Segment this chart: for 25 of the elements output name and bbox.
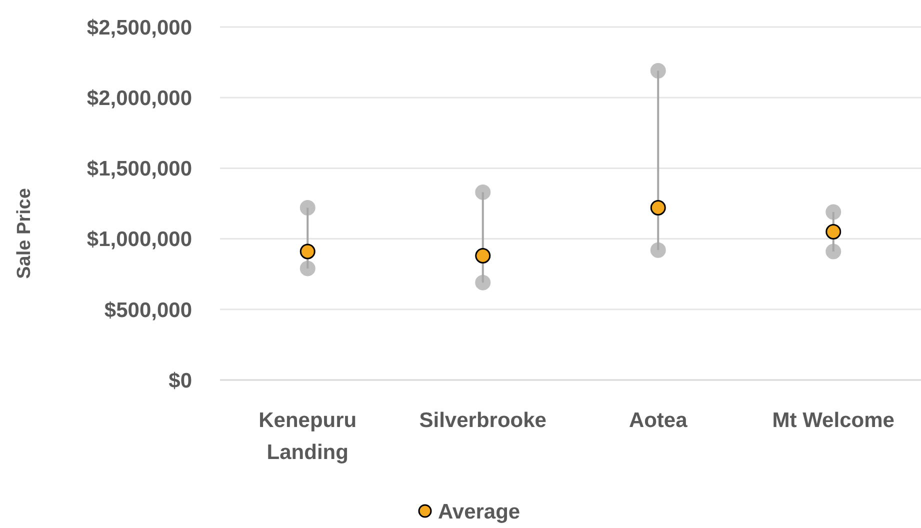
point (300, 260, 316, 276)
y-tick-label: $1,000,000 (86, 228, 192, 252)
y-tick-label: $2,000,000 (86, 86, 192, 110)
x-tick-label: Aotea (628, 409, 688, 432)
y-tick-label: $0 (168, 369, 192, 392)
point (475, 184, 491, 200)
y-axis-title: Sale Price (14, 188, 35, 279)
x-tick-label: Kenepuru Landing (258, 409, 357, 464)
point (650, 63, 666, 79)
y-tick-label: $1,500,000 (86, 158, 192, 181)
point (650, 200, 666, 216)
point (650, 242, 666, 258)
point (475, 248, 491, 264)
y-tick-label: $2,500,000 (86, 16, 192, 40)
point (300, 244, 316, 260)
x-tick-label: Silverbrooke (419, 409, 546, 432)
bar (657, 70, 660, 250)
y-tick-label: $500,000 (104, 298, 192, 322)
point (826, 224, 842, 240)
point (826, 244, 842, 260)
point (475, 274, 491, 290)
point (300, 200, 316, 216)
point (826, 204, 842, 220)
legend-label: Average (438, 500, 520, 524)
x-tick-label: Mt Welcome (772, 409, 894, 432)
